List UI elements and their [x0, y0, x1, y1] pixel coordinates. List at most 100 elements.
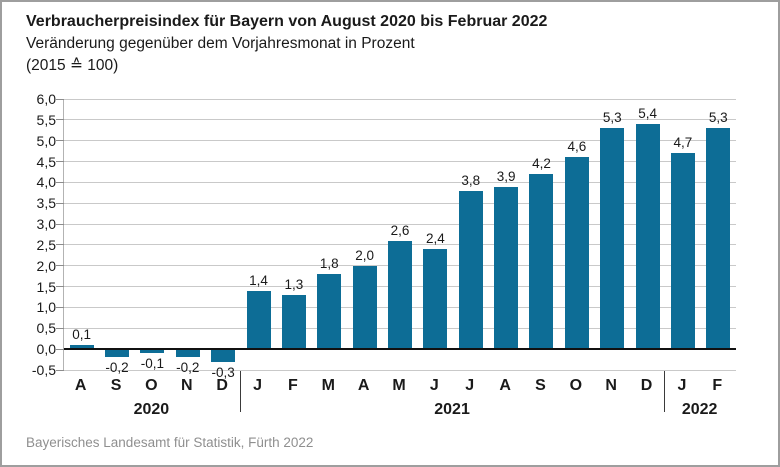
- bar-value-label: 4,7: [673, 135, 693, 151]
- bar-M-7: [317, 274, 342, 350]
- gridline: [64, 140, 736, 142]
- bar-A-12: [494, 186, 519, 350]
- gridline: [64, 119, 736, 121]
- bar-J-5: [246, 290, 271, 350]
- y-axis-tick: [56, 223, 64, 225]
- zero-line: [64, 348, 736, 351]
- bar-value-label: 5,3: [602, 110, 622, 126]
- y-axis-label: 1,5: [36, 278, 56, 295]
- month-label: A: [499, 377, 511, 394]
- bar-N-15: [600, 128, 625, 350]
- y-axis-label: 5,5: [36, 111, 56, 128]
- bar-N-3: [175, 349, 200, 358]
- month-label: M: [321, 377, 335, 394]
- y-axis-label: 3,0: [36, 216, 56, 233]
- month-label: F: [288, 377, 298, 394]
- bar-D-4: [211, 349, 236, 362]
- y-axis-label: 4,5: [36, 153, 56, 170]
- year-divider: [664, 370, 666, 412]
- chart-title: Verbraucherpreisindex für Bayern von Aug…: [26, 13, 548, 30]
- year-divider: [239, 370, 241, 412]
- y-axis-label: 0,0: [36, 341, 56, 358]
- month-label: S: [110, 377, 122, 394]
- bar-S-1: [105, 349, 130, 358]
- y-axis-label: 1,0: [36, 299, 56, 316]
- bar-value-label: -0,2: [176, 360, 200, 376]
- month-label: O: [145, 377, 158, 394]
- y-axis-tick: [56, 306, 64, 308]
- y-axis-label: 4,0: [36, 174, 56, 191]
- bar-value-label: 1,4: [249, 272, 268, 288]
- month-label: M: [392, 377, 406, 394]
- bar-value-label: 1,8: [319, 256, 339, 272]
- bar-value-label: 0,1: [72, 326, 92, 342]
- year-label-2022: 2022: [681, 401, 718, 418]
- bar-value-label: 3,8: [461, 172, 481, 188]
- month-label: N: [181, 377, 193, 394]
- gridline: [64, 181, 736, 183]
- year-label-2021: 2021: [434, 401, 470, 418]
- bar-F-18: [706, 128, 731, 350]
- gridline: [64, 161, 736, 163]
- bar-M-9: [388, 240, 412, 350]
- month-label: J: [429, 377, 439, 394]
- gridline: [64, 202, 736, 204]
- bar-O-2: [140, 349, 165, 354]
- bar-value-label: 3,9: [496, 168, 516, 184]
- y-axis-label: 3,5: [36, 195, 56, 212]
- month-label: A: [357, 377, 370, 394]
- bar-value-label: 4,6: [567, 139, 587, 155]
- bar-value-label: 2,0: [355, 247, 375, 263]
- bar-D-16: [635, 124, 660, 350]
- bar-J-10: [423, 249, 448, 350]
- y-axis-tick: [56, 244, 64, 246]
- month-label: N: [605, 377, 617, 394]
- y-axis-label: -0,5: [31, 362, 56, 378]
- bar-value-label: 4,2: [532, 156, 551, 172]
- y-axis-tick: [56, 265, 64, 267]
- y-axis-label: 5,0: [36, 132, 56, 149]
- bar-J-11: [458, 190, 483, 350]
- gridline: [64, 369, 736, 371]
- chart-subtitle: Veränderung gegenüber dem Vorjahresmonat…: [26, 35, 415, 52]
- y-axis-tick: [56, 140, 64, 142]
- y-axis-tick: [56, 181, 64, 183]
- month-label: J: [253, 377, 262, 394]
- bar-O-14: [564, 157, 589, 350]
- bar-A-0: [69, 344, 94, 350]
- month-label: J: [677, 377, 687, 394]
- bar-value-label: 2,4: [425, 231, 445, 247]
- y-axis-tick: [56, 327, 64, 329]
- year-label-2020: 2020: [133, 401, 170, 418]
- y-axis-label: 2,0: [36, 257, 56, 274]
- plot-area: 0,1 -0,2 -0,1 -0,2 -0,3 1,4 1,3 1,8 2,0 2,6 2,4 3,8…: [56, 98, 736, 380]
- bar-value-label: -0,2: [105, 360, 129, 376]
- y-axis-tick: [56, 119, 64, 121]
- bar-A-8: [352, 265, 377, 350]
- bar-value-label: 5,3: [708, 110, 728, 126]
- gridline: [64, 223, 736, 225]
- y-axis-tick: [56, 348, 64, 350]
- bar-value-label: 5,4: [638, 106, 657, 121]
- y-axis-label: 0,5: [36, 320, 56, 337]
- month-label: D: [216, 377, 228, 394]
- base-year-note: (2015 ≙ 100): [26, 57, 119, 74]
- bar-value-label: -0,1: [140, 356, 165, 372]
- month-label: O: [569, 377, 583, 394]
- bar-value-label: 1,3: [284, 276, 304, 292]
- month-label: D: [640, 377, 653, 394]
- month-label: A: [74, 377, 87, 394]
- month-label: S: [535, 377, 546, 394]
- y-axis-tick: [56, 161, 64, 163]
- bar-F-6: [281, 294, 306, 350]
- y-axis-tick: [56, 202, 64, 204]
- bar-S-13: [529, 174, 554, 350]
- y-axis-tick: [56, 286, 64, 288]
- y-axis-label: 2,5: [36, 236, 56, 253]
- bar-value-label: -0,3: [211, 364, 235, 380]
- gridline: [64, 98, 736, 100]
- y-axis-tick: [56, 369, 64, 371]
- y-axis-tick: [56, 98, 64, 100]
- month-label: J: [465, 377, 475, 394]
- bar-value-label: 2,6: [390, 222, 410, 238]
